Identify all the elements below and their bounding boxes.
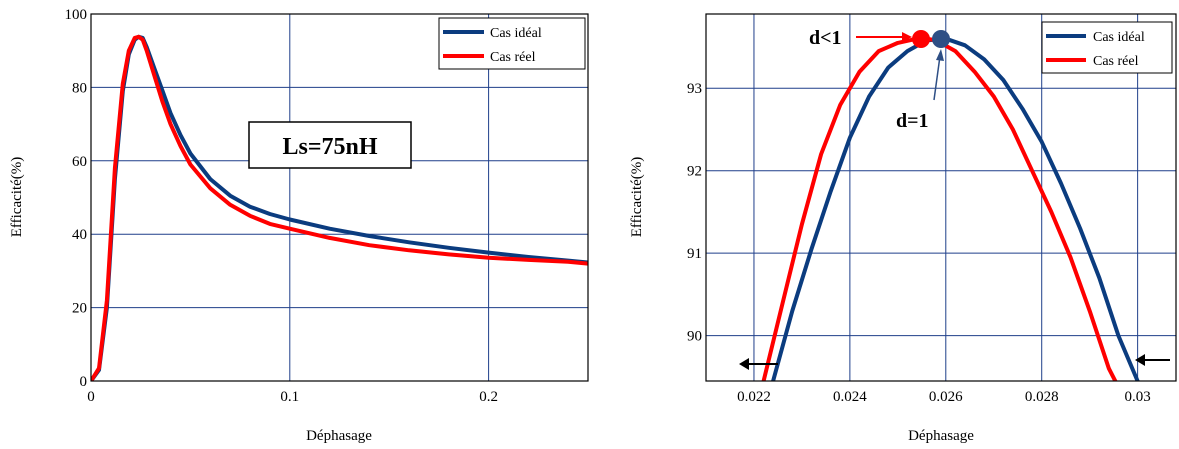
tick-labels: 0 0.1 0.2 0 20 40 60 80 100 <box>65 7 498 405</box>
x-axis-label: Déphasage <box>908 428 974 444</box>
arrowhead-d-equals-1 <box>936 49 944 61</box>
x-tick-label: 0.1 <box>280 389 299 405</box>
y-tick-label: 0 <box>80 374 88 390</box>
y-tick-label: 91 <box>687 246 702 262</box>
x-tick-label: 0.026 <box>929 389 963 405</box>
y-tick-label: 93 <box>687 81 702 97</box>
y-axis-label: Efficacité(%) <box>9 157 25 238</box>
y-tick-label: 40 <box>72 227 87 243</box>
chart-left: 0 0.1 0.2 0 20 40 60 80 100 Cas idéal Cas réel L… <box>9 7 589 444</box>
legend-label-ideal: Cas idéal <box>490 26 542 41</box>
x-tick-label: 0.03 <box>1125 389 1151 405</box>
legend-label-reel: Cas réel <box>1093 54 1139 69</box>
optimum-markers: d<1 d=1 <box>809 27 950 132</box>
legend-label-reel: Cas réel <box>490 50 536 65</box>
x-tick-label: 0.028 <box>1025 389 1059 405</box>
shift-arrows <box>739 354 1170 370</box>
shift-arrowhead-left <box>739 358 749 370</box>
y-tick-label: 80 <box>72 80 87 96</box>
legend: Cas idéal Cas réel <box>1041 21 1173 74</box>
marker-d-less-than-1 <box>912 30 930 48</box>
y-tick-label: 100 <box>65 7 88 23</box>
chart-right: 0.022 0.024 0.026 0.028 0.03 90 91 92 93 d<1 d=1 <box>629 13 1177 444</box>
plot-frame <box>90 13 589 382</box>
shift-arrowhead-right <box>1135 354 1145 366</box>
grid <box>706 14 1176 381</box>
tick-labels: 0.022 0.024 0.026 0.028 0.03 90 91 92 93 <box>687 81 1151 405</box>
y-axis-label: Efficacité(%) <box>629 157 645 238</box>
x-tick-label: 0.2 <box>479 389 498 405</box>
plot-area <box>706 14 1176 381</box>
plot-area <box>91 14 588 381</box>
x-tick-label: 0 <box>87 389 95 405</box>
plot-frame <box>705 13 1177 382</box>
annotation-text: Ls=75nH <box>282 134 377 160</box>
x-tick-label: 0.022 <box>737 389 771 405</box>
series-line-cas-ideal <box>771 36 1140 381</box>
y-tick-label: 92 <box>687 164 702 180</box>
marker-d-equals-1 <box>932 30 950 48</box>
legend: Cas idéal Cas réel <box>438 17 586 70</box>
y-tick-label: 90 <box>687 329 702 345</box>
series-group <box>91 34 588 381</box>
legend-label-ideal: Cas idéal <box>1093 30 1145 45</box>
arrowhead-d-less-than-1 <box>902 32 912 42</box>
y-tick-label: 20 <box>72 301 87 317</box>
inductance-annotation: Ls=75nH <box>248 121 412 169</box>
y-tick-label: 60 <box>72 154 87 170</box>
series-line-cas-reel <box>91 34 588 381</box>
x-axis-label: Déphasage <box>306 428 372 444</box>
label-d-equals-1: d=1 <box>896 110 929 132</box>
arrow-d-equals-1 <box>933 55 941 101</box>
grid <box>91 14 588 381</box>
label-d-less-than-1: d<1 <box>809 27 842 49</box>
x-tick-label: 0.024 <box>833 389 867 405</box>
